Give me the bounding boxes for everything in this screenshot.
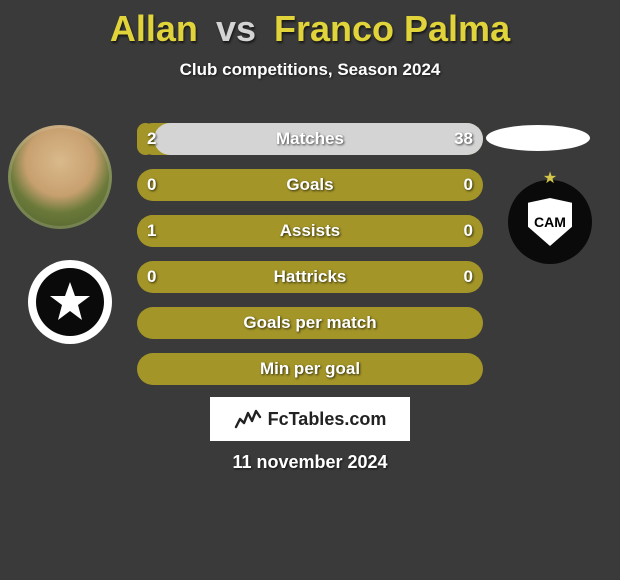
stat-value-left: 1: [147, 221, 156, 241]
stat-label: Goals per match: [243, 313, 376, 333]
player2-name: Franco Palma: [274, 8, 510, 49]
player2-avatar: [486, 125, 590, 151]
stat-value-left: 2: [147, 129, 156, 149]
player1-name: Allan: [110, 8, 198, 49]
player2-team-badge: ★ CAM: [508, 180, 592, 264]
stat-row: Goals per match: [137, 307, 483, 339]
subtitle: Club competitions, Season 2024: [0, 60, 620, 80]
shield-text: CAM: [534, 214, 566, 230]
stat-row: Goals 0 0: [137, 169, 483, 201]
stat-value-left: 0: [147, 267, 156, 287]
stat-value-right: 0: [464, 175, 473, 195]
stat-row: Hattricks 0 0: [137, 261, 483, 293]
stat-value-right: 38: [454, 129, 473, 149]
stat-label: Hattricks: [274, 267, 347, 287]
stat-value-right: 0: [464, 267, 473, 287]
fctables-logo-icon: [234, 407, 262, 431]
date-label: 11 november 2024: [0, 452, 620, 473]
stat-row: Assists 1 0: [137, 215, 483, 247]
stat-label: Min per goal: [260, 359, 360, 379]
stat-value-right: 0: [464, 221, 473, 241]
stat-row: Matches 2 38: [137, 123, 483, 155]
watermark: FcTables.com: [210, 397, 410, 441]
stat-label: Assists: [280, 221, 340, 241]
stat-label: Matches: [276, 129, 344, 149]
stat-row: Min per goal: [137, 353, 483, 385]
stats-container: Matches238Goals00Assists10Hattricks00Goa…: [137, 123, 483, 399]
watermark-text: FcTables.com: [268, 409, 387, 430]
cam-shield-icon: CAM: [528, 198, 572, 246]
comparison-title: Allan vs Franco Palma: [0, 0, 620, 50]
vs-label: vs: [216, 8, 256, 49]
star-icon: ★: [543, 168, 557, 188]
stat-label: Goals: [286, 175, 333, 195]
player1-avatar: [8, 125, 112, 229]
player1-team-badge: [28, 260, 112, 344]
botafogo-star-icon: [36, 268, 104, 336]
stat-value-left: 0: [147, 175, 156, 195]
